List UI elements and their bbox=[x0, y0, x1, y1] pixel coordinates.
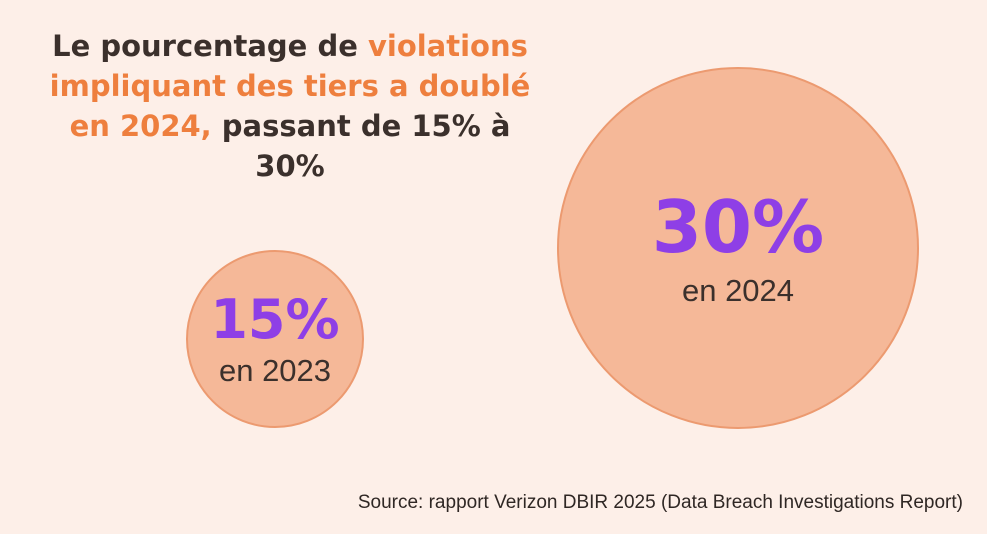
bubble-value-label-2024: 30% bbox=[651, 184, 825, 269]
bubble-2024: 30% en 2024 bbox=[557, 67, 919, 429]
title-highlight: violations impliquant des tiers a doublé… bbox=[49, 29, 531, 143]
bubble-value-label-2023: 15% bbox=[210, 287, 340, 351]
source-note: Source: rapport Verizon DBIR 2025 (Data … bbox=[357, 492, 963, 513]
bubble-year-label-2023: en 2023 bbox=[218, 352, 332, 388]
bubble-year-label-2024: en 2024 bbox=[681, 272, 795, 308]
bubble-2023: 15% en 2023 bbox=[186, 250, 364, 428]
chart-title: Le pourcentage de violations impliquant … bbox=[40, 26, 540, 186]
title-part-1: Le pourcentage de bbox=[52, 29, 368, 63]
title-part-3: passant de 15% à 30% bbox=[211, 109, 511, 183]
